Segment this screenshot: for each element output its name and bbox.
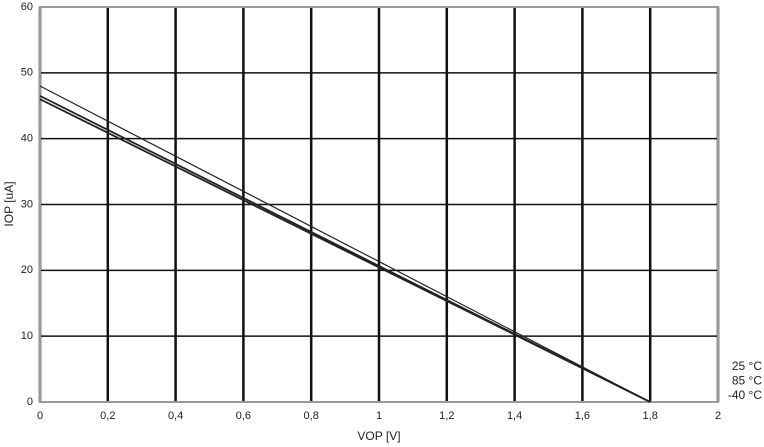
y-tick-label: 0 [27, 396, 33, 408]
x-tick-label: 1,4 [507, 410, 522, 422]
x-tick-label: 1,2 [439, 410, 454, 422]
x-tick-label: 0,8 [304, 410, 319, 422]
x-tick-label: 0 [37, 410, 43, 422]
x-tick-label: 1,8 [643, 410, 658, 422]
y-tick-label: 50 [21, 67, 33, 79]
x-tick-label: 1 [376, 410, 382, 422]
x-tick-label: 1,6 [575, 410, 590, 422]
y-tick-label: 40 [21, 133, 33, 145]
y-tick-label: 30 [21, 198, 33, 210]
x-tick-label: 2 [715, 410, 721, 422]
y-tick-label: 20 [21, 264, 33, 276]
legend-entry: 25 °C [732, 359, 762, 373]
x-axis-label: VOP [V] [357, 429, 400, 443]
data-line [39, 85, 651, 403]
y-tick-label: 60 [21, 1, 33, 13]
y-tick-label: 10 [21, 330, 33, 342]
x-tick-label: 0,2 [100, 410, 115, 422]
x-tick-label: 0,4 [168, 410, 183, 422]
x-tick-label: 0,6 [236, 410, 251, 422]
legend-entry: 85 °C [732, 374, 762, 388]
plot-border [39, 6, 719, 403]
legend-entry: -40 °C [728, 388, 762, 402]
data-line [39, 98, 651, 403]
y-axis-label: IOP [uA] [2, 181, 16, 226]
